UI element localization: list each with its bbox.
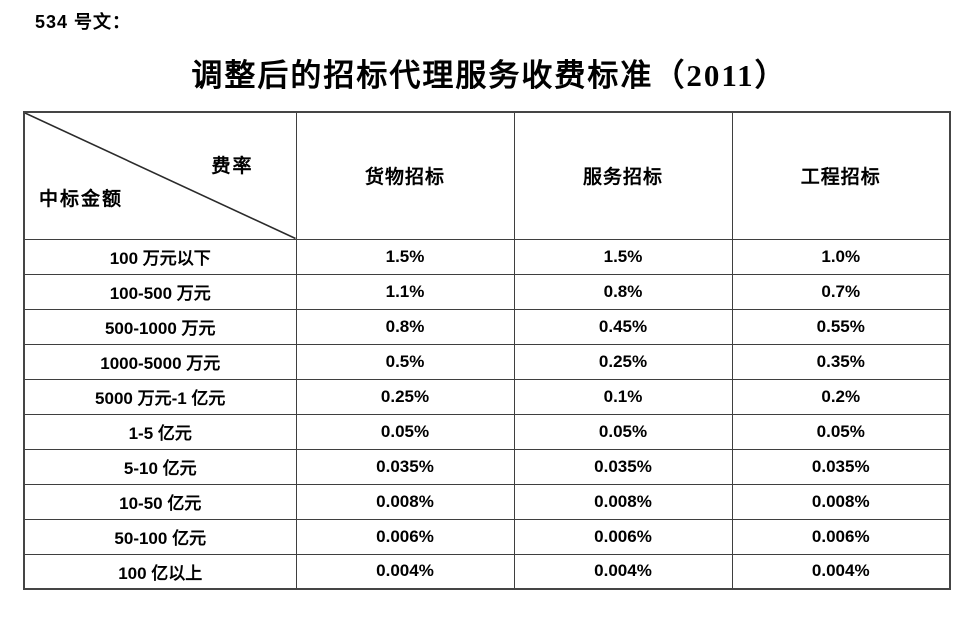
amount-range-label: 5000 万元-1 亿元 <box>23 378 297 415</box>
rate-value: 0.2% <box>731 378 951 415</box>
rate-value: 0.55% <box>731 308 951 345</box>
rate-value: 0.006% <box>295 518 515 555</box>
rate-value: 0.25% <box>295 378 515 415</box>
table-row: 100 万元以下 1.5% 1.5% 1.0% <box>23 238 951 275</box>
corner-header-cell: 费率 中标金额 <box>23 111 297 240</box>
doc-number-label: 534 号文： <box>35 12 132 32</box>
rate-value: 1.1% <box>295 273 515 310</box>
rate-value: 0.05% <box>731 413 951 450</box>
amount-range-label: 50-100 亿元 <box>23 518 297 555</box>
rate-value: 0.25% <box>513 343 733 380</box>
fee-schedule-table: 费率 中标金额 货物招标 服务招标 工程招标 100 万元以下 1.5% 1.5… <box>23 111 951 590</box>
table-row: 50-100 亿元 0.006% 0.006% 0.006% <box>23 518 951 555</box>
rate-value: 1.5% <box>295 238 515 275</box>
rate-value: 0.45% <box>513 308 733 345</box>
rate-value: 0.004% <box>295 553 515 590</box>
table-row: 1-5 亿元 0.05% 0.05% 0.05% <box>23 413 951 450</box>
rate-value: 0.8% <box>295 308 515 345</box>
rate-value: 0.008% <box>731 483 951 520</box>
rate-value: 0.8% <box>513 273 733 310</box>
amount-range-label: 5-10 亿元 <box>23 448 297 485</box>
table-row: 100 亿以上 0.004% 0.004% 0.004% <box>23 553 951 590</box>
column-header-goods: 货物招标 <box>295 111 515 240</box>
amount-range-label: 100 亿以上 <box>23 553 297 590</box>
table-row: 100-500 万元 1.1% 0.8% 0.7% <box>23 273 951 310</box>
column-header-engineering: 工程招标 <box>731 111 951 240</box>
rate-value: 0.5% <box>295 343 515 380</box>
rate-value: 0.05% <box>513 413 733 450</box>
column-header-services: 服务招标 <box>513 111 733 240</box>
rate-value: 0.7% <box>731 273 951 310</box>
amount-range-label: 1-5 亿元 <box>23 413 297 450</box>
rate-value: 0.35% <box>731 343 951 380</box>
table-row: 1000-5000 万元 0.5% 0.25% 0.35% <box>23 343 951 380</box>
page-title: 调整后的招标代理服务收费标准（2011） <box>191 58 788 93</box>
rate-value: 0.035% <box>731 448 951 485</box>
rate-value: 0.004% <box>731 553 951 590</box>
rate-value: 1.5% <box>513 238 733 275</box>
rate-value: 0.006% <box>513 518 733 555</box>
rate-value: 0.05% <box>295 413 515 450</box>
rate-value: 1.0% <box>731 238 951 275</box>
corner-label-rate: 费率 <box>211 156 254 177</box>
corner-label-amount: 中标金额 <box>39 188 124 210</box>
rate-value: 0.035% <box>513 448 733 485</box>
amount-range-label: 100 万元以下 <box>23 238 297 275</box>
amount-range-label: 500-1000 万元 <box>23 308 297 345</box>
table-row: 5000 万元-1 亿元 0.25% 0.1% 0.2% <box>23 378 951 415</box>
diagonal-divider-line <box>25 113 296 239</box>
rate-value: 0.008% <box>295 483 515 520</box>
table-row: 5-10 亿元 0.035% 0.035% 0.035% <box>23 448 951 485</box>
rate-value: 0.004% <box>513 553 733 590</box>
table-row: 500-1000 万元 0.8% 0.45% 0.55% <box>23 308 951 345</box>
amount-range-label: 100-500 万元 <box>23 273 297 310</box>
rate-value: 0.1% <box>513 378 733 415</box>
table-header-row: 费率 中标金额 货物招标 服务招标 工程招标 <box>23 111 951 240</box>
rate-value: 0.008% <box>513 483 733 520</box>
amount-range-label: 1000-5000 万元 <box>23 343 297 380</box>
table-row: 10-50 亿元 0.008% 0.008% 0.008% <box>23 483 951 520</box>
rate-value: 0.006% <box>731 518 951 555</box>
rate-value: 0.035% <box>295 448 515 485</box>
amount-range-label: 10-50 亿元 <box>23 483 297 520</box>
